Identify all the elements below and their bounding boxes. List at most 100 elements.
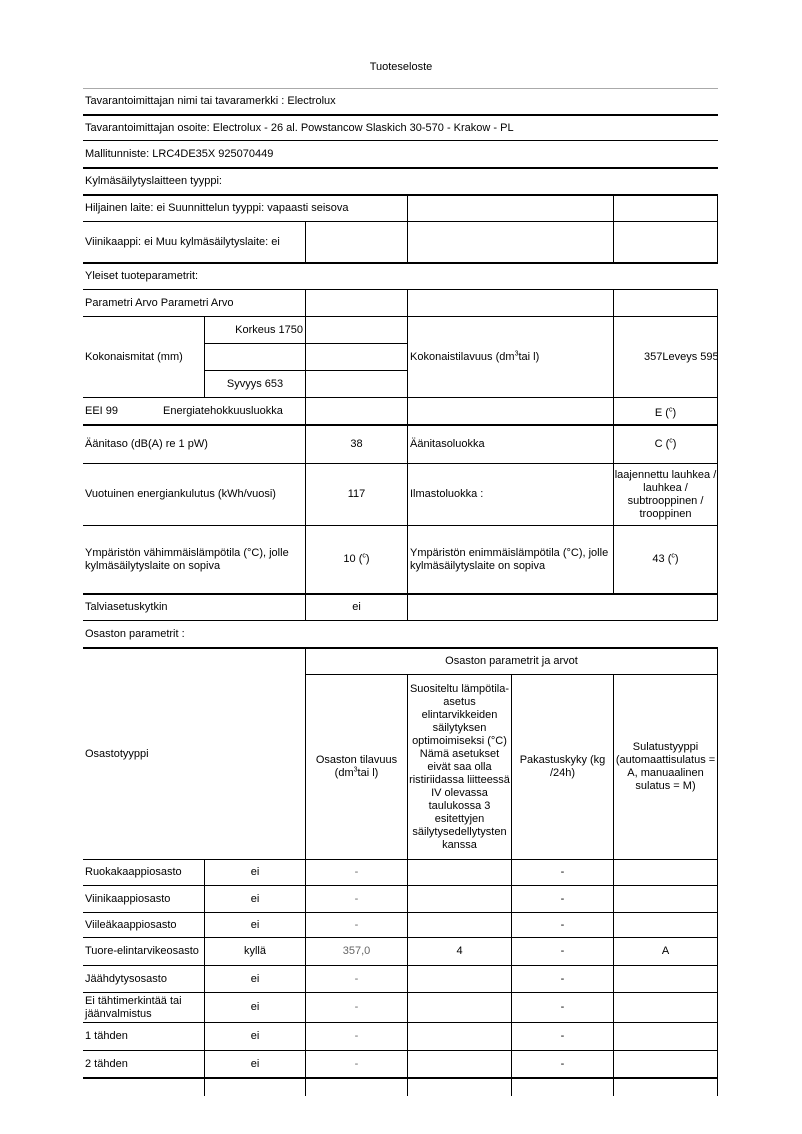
empty-cell bbox=[83, 1077, 205, 1096]
compartment-defrost-cell bbox=[614, 992, 718, 1022]
eei-cell: EEI 99 Energiatehokkuusluokka bbox=[83, 397, 306, 424]
empty-cell bbox=[306, 370, 408, 397]
annual-energy-label: Vuotuinen energiankulutus (kWh/vuosi) bbox=[83, 463, 306, 525]
compartment-temp-cell bbox=[408, 1022, 512, 1050]
compartment-defrost-cell bbox=[614, 859, 718, 885]
compartment-volume-cell: - bbox=[306, 1050, 408, 1077]
empty-cell bbox=[408, 194, 614, 221]
min-temp-label: Ympäristön vähimmäislämpötila (°C), joll… bbox=[83, 525, 306, 593]
compartment-defrost-cell bbox=[614, 1050, 718, 1077]
compartment-volume-cell: 357,0 bbox=[306, 937, 408, 965]
empty-cell bbox=[408, 289, 614, 316]
empty-cell bbox=[205, 343, 306, 370]
compartment-volume-cell: - bbox=[306, 992, 408, 1022]
compartment-temp-cell bbox=[408, 965, 512, 992]
total-volume-value: 357Leveys 595 bbox=[614, 316, 718, 397]
compartment-freeze-cell: - bbox=[512, 1022, 614, 1050]
compartment-type-cell: Jäähdytysosasto bbox=[83, 965, 205, 992]
compartment-type-cell: Viinikaappiosasto bbox=[83, 885, 205, 912]
noise-class-label: Äänitasoluokka bbox=[408, 424, 614, 463]
empty-cell bbox=[306, 316, 408, 343]
address-row: Tavarantoimittajan osoite: Electrolux - … bbox=[83, 114, 718, 140]
empty-cell bbox=[614, 289, 718, 316]
compartment-type-cell: Ruokakaappiosasto bbox=[83, 859, 205, 885]
compartment-type-cell: Ei tähtimerkintää tai jäänvalmistus bbox=[83, 992, 205, 1022]
compartment-present-cell: ei bbox=[205, 1050, 306, 1077]
compartment-temp-cell: 4 bbox=[408, 937, 512, 965]
compartment-type-cell: 2 tähden bbox=[83, 1050, 205, 1077]
compartment-freeze-cell: - bbox=[512, 1050, 614, 1077]
compartment-defrost-cell bbox=[614, 912, 718, 937]
noise-value: 38 bbox=[306, 424, 408, 463]
compartment-temp-cell bbox=[408, 1050, 512, 1077]
compartment-volume-cell: - bbox=[306, 859, 408, 885]
noise-label: Äänitaso (dB(A) re 1 pW) bbox=[83, 424, 306, 463]
compartment-temp-cell bbox=[408, 992, 512, 1022]
compartment-freeze-cell: - bbox=[512, 912, 614, 937]
defrost-header: Sulatustyyppi (automaattisulatus = A, ma… bbox=[614, 674, 718, 859]
compartment-temp-cell bbox=[408, 859, 512, 885]
compartment-freeze-cell: - bbox=[512, 859, 614, 885]
dimensions-label: Kokonaismitat (mm) bbox=[83, 316, 205, 397]
compartment-present-cell: ei bbox=[205, 885, 306, 912]
compartment-present-cell: ei bbox=[205, 965, 306, 992]
total-volume-label: Kokonaistilavuus (dm3tai l) bbox=[408, 316, 614, 397]
compartment-defrost-cell: A bbox=[614, 937, 718, 965]
compartment-present-cell: kyllä bbox=[205, 937, 306, 965]
compartments-heading: Osaston parametrit : bbox=[83, 620, 718, 647]
general-heading: Yleiset tuoteparametrit: bbox=[83, 262, 718, 289]
compartment-volume-cell: - bbox=[306, 912, 408, 937]
page-title: Tuoteseloste bbox=[369, 61, 433, 73]
empty-cell bbox=[205, 1077, 306, 1096]
quiet-cell: Hiljainen laite: ei Suunnittelun tyyppi:… bbox=[83, 194, 408, 221]
max-temp-label: Ympäristön enimmäislämpötila (°C), jolle… bbox=[408, 525, 614, 593]
winter-label: Talviasetuskytkin bbox=[83, 593, 306, 620]
empty-cell bbox=[512, 1077, 614, 1096]
climate-label: Ilmastoluokka : bbox=[408, 463, 614, 525]
winter-value: ei bbox=[306, 593, 408, 620]
min-temp-value: 10 (c) bbox=[306, 525, 408, 593]
empty-cell bbox=[614, 1077, 718, 1096]
empty-cell bbox=[408, 221, 614, 262]
climate-value: laajennettu lauhkea / lauhkea / subtroop… bbox=[614, 463, 718, 525]
depth-value: Syvyys 653 bbox=[205, 370, 306, 397]
type-heading: Kylmäsäilytyslaitteen tyyppi: bbox=[83, 167, 718, 194]
compartment-present-cell: ei bbox=[205, 859, 306, 885]
wine-cell: Viinikaappi: ei Muu kylmäsäilytyslaite: … bbox=[83, 221, 306, 262]
compartment-temp-cell bbox=[408, 885, 512, 912]
compartment-type-cell: 1 tähden bbox=[83, 1022, 205, 1050]
empty-cell bbox=[306, 1077, 408, 1096]
empty-cell bbox=[614, 221, 718, 262]
compartment-defrost-cell bbox=[614, 1022, 718, 1050]
compartment-defrost-cell bbox=[614, 965, 718, 992]
compartment-temp-cell bbox=[408, 912, 512, 937]
height-value: Korkeus 1750 bbox=[205, 316, 306, 343]
empty-cell bbox=[408, 593, 718, 620]
noise-class-value: C (c) bbox=[614, 424, 718, 463]
empty-cell bbox=[614, 194, 718, 221]
compartment-present-cell: ei bbox=[205, 912, 306, 937]
supplier-row: Tavarantoimittajan nimi tai tavaramerkki… bbox=[83, 88, 718, 114]
compartment-freeze-cell: - bbox=[512, 992, 614, 1022]
group-header: Osaston parametrit ja arvot bbox=[306, 647, 718, 674]
param-header: Parametri Arvo Parametri Arvo bbox=[83, 289, 306, 316]
compartment-defrost-cell bbox=[614, 885, 718, 912]
volume-header: Osaston tilavuus (dm3tai l) bbox=[306, 674, 408, 859]
empty-cell bbox=[306, 289, 408, 316]
temp-header: Suositeltu lämpötila-asetus elintarvikke… bbox=[408, 674, 512, 859]
compartment-type-cell: Tuore-elintarvikeosasto bbox=[83, 937, 205, 965]
empty-cell bbox=[306, 343, 408, 370]
energy-class-value: E (c) bbox=[614, 397, 718, 424]
compartment-present-cell: ei bbox=[205, 1022, 306, 1050]
compartment-freeze-cell: - bbox=[512, 885, 614, 912]
freeze-header: Pakastuskyky (kg /24h) bbox=[512, 674, 614, 859]
annual-energy-value: 117 bbox=[306, 463, 408, 525]
compartment-freeze-cell: - bbox=[512, 937, 614, 965]
compartment-volume-cell: - bbox=[306, 1022, 408, 1050]
empty-cell bbox=[408, 1077, 512, 1096]
compartment-type-cell: Viileäkaappiosasto bbox=[83, 912, 205, 937]
model-row: Mallitunniste: LRC4DE35X 925070449 bbox=[83, 140, 718, 167]
empty-cell bbox=[408, 397, 614, 424]
compartment-volume-cell: - bbox=[306, 885, 408, 912]
empty-cell bbox=[306, 221, 408, 262]
